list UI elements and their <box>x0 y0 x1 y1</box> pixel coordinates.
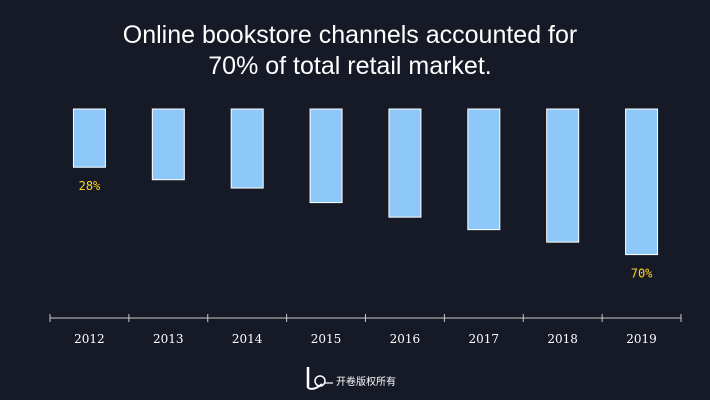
x-tick-label-2019: 2019 <box>626 332 657 346</box>
chart-title: Online bookstore channels accounted for … <box>0 20 700 82</box>
data-label-2019: 70% <box>631 267 653 281</box>
x-tick-label-2018: 2018 <box>547 332 578 346</box>
bar-2017 <box>467 108 501 231</box>
chart-title-line-1: Online bookstore channels accounted for <box>122 21 578 49</box>
copyright-watermark: 开卷版权所有 <box>336 377 396 388</box>
bar-2015 <box>309 108 343 204</box>
x-tick-label-2012: 2012 <box>74 332 105 346</box>
x-axis: 2012 2013 2014 2015 2016 2017 2018 2019 <box>49 314 682 346</box>
bar-2018 <box>546 108 580 243</box>
bar-2013 <box>151 108 185 181</box>
x-tick-label-2013: 2013 <box>153 332 184 346</box>
x-tick-label-2015: 2015 <box>311 332 342 346</box>
bar-2019 <box>625 108 659 256</box>
bar-2012 <box>72 108 106 168</box>
chart-title-line-2: 70% of total retail market. <box>208 52 492 80</box>
bar-2016 <box>388 108 422 218</box>
x-tick-label-2014: 2014 <box>232 332 263 346</box>
bar-2014 <box>230 108 264 189</box>
bars-layer <box>72 108 659 256</box>
publisher-logo <box>306 367 333 390</box>
data-label-2012: 28% <box>79 179 101 193</box>
data-labels-layer: 28% 70% <box>79 179 654 280</box>
x-tick-label-2016: 2016 <box>390 332 421 346</box>
x-tick-label-2017: 2017 <box>469 332 500 346</box>
